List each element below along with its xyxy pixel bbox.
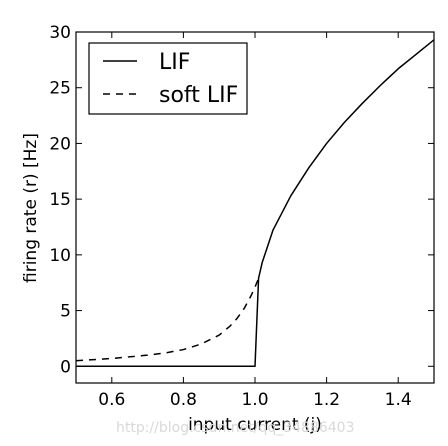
- legend-label-soft-lif: soft LIF: [159, 83, 238, 108]
- x-axis-label: input current (j): [188, 415, 322, 435]
- x-tick-label: 1.4: [385, 390, 412, 410]
- y-tick-label: 10: [49, 246, 71, 266]
- x-tick-label: 1.2: [313, 390, 340, 410]
- legend-box: [88, 42, 248, 115]
- y-tick-label: 20: [49, 134, 71, 154]
- series-layer: [76, 39, 434, 368]
- y-tick-label: 30: [49, 23, 71, 43]
- y-tick-label: 5: [60, 302, 71, 322]
- legend-label-lif: LIF: [159, 50, 190, 75]
- y-axis-label: firing rate (r) [Hz]: [21, 133, 41, 283]
- y-tick-label: 0: [60, 357, 71, 377]
- series-line-soft-lif: [76, 277, 260, 362]
- y-tick-label: 15: [49, 190, 71, 210]
- x-tick-label: 1.0: [241, 390, 268, 410]
- x-tick-label: 0.6: [98, 390, 125, 410]
- axis-ticks: 0.6 0.8 1.0 1.2 1.4 0 5 10 15 20 25 30: [49, 23, 434, 410]
- y-tick-label: 25: [49, 79, 71, 99]
- legend: LIF soft LIF: [88, 42, 248, 115]
- series-line-lif: [76, 39, 434, 368]
- x-tick-label: 0.8: [170, 390, 197, 410]
- watermark: http://blog.csdn.net/qq_34886403: [116, 420, 355, 436]
